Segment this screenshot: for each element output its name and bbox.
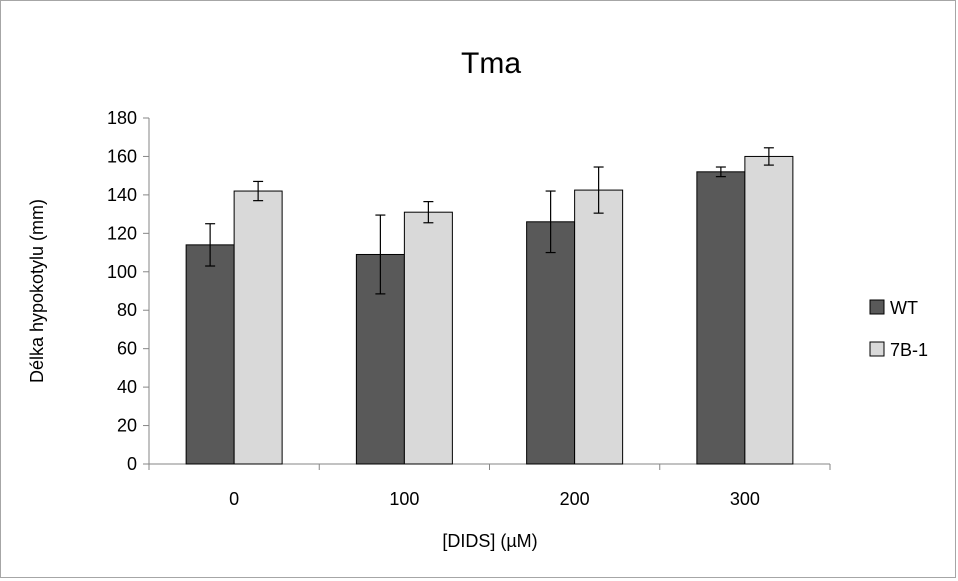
bar-7b-1 (744, 155, 794, 465)
y-tick-label: 20 (117, 416, 137, 436)
bar-wt (185, 244, 235, 465)
y-tick-label: 180 (107, 108, 137, 128)
bar-7b-1 (233, 190, 283, 465)
legend-label: 7B-1 (890, 340, 928, 360)
chart-title: Tma (461, 47, 521, 80)
bar-wt (696, 171, 746, 465)
y-tick-label: 40 (117, 377, 137, 397)
x-tick-label: 100 (389, 489, 419, 509)
legend: WT 7B-1 (869, 298, 928, 360)
y-tick-label: 0 (127, 454, 137, 474)
plot-area: 0 20 40 60 80 100 120 140 160 180 0 100 200 300 (107, 108, 831, 509)
y-tick-label: 140 (107, 185, 137, 205)
y-tick-label: 80 (117, 300, 137, 320)
legend-label: WT (890, 298, 918, 318)
bar-7b-1 (574, 189, 624, 465)
legend-swatch (869, 341, 885, 357)
bar-7b-1 (403, 211, 453, 465)
y-tick-label: 160 (107, 146, 137, 166)
y-axis-title: Délka hypokotylu (mm) (27, 199, 47, 383)
x-tick-label: 300 (730, 489, 760, 509)
x-axis-title: [DIDS] (µM) (442, 531, 537, 551)
y-tick-label: 100 (107, 262, 137, 282)
legend-swatch (869, 299, 885, 315)
x-tick-label: 200 (560, 489, 590, 509)
bar-wt (526, 221, 576, 465)
x-tick-label: 0 (229, 489, 239, 509)
y-tick-label: 60 (117, 339, 137, 359)
y-tick-label: 120 (107, 223, 137, 243)
